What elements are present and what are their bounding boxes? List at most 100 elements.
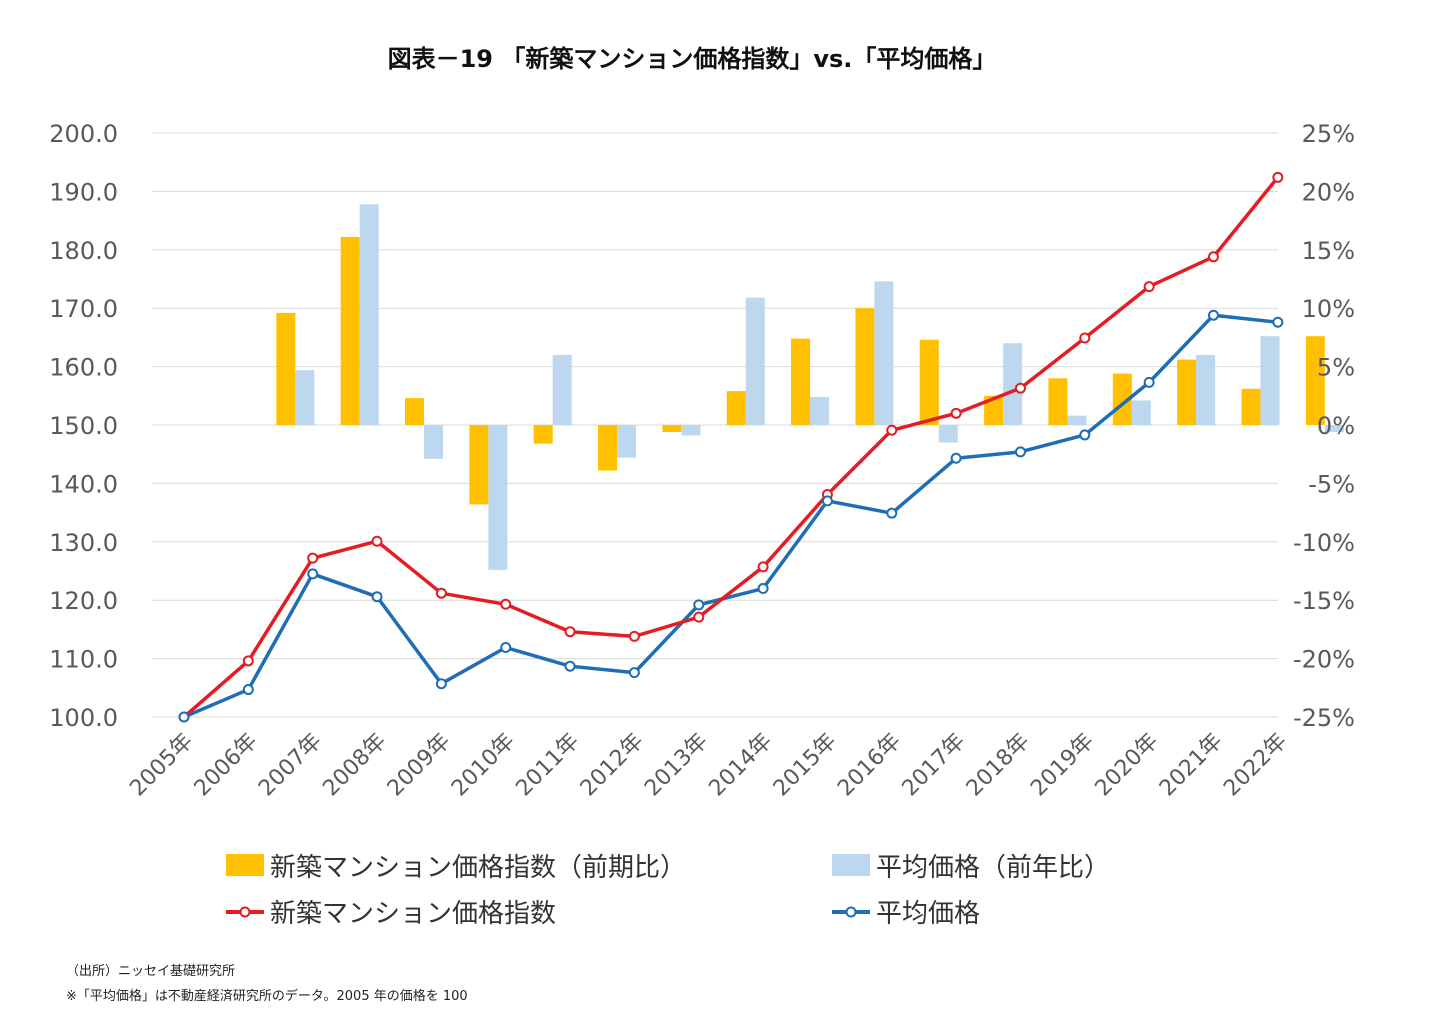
legend-label-bar-index: 新築マンション価格指数（前期比） [270, 853, 686, 883]
point-price [1272, 316, 1284, 328]
point-price [178, 711, 190, 723]
y-right-tick-label: 0% [1317, 412, 1355, 440]
x-tick-label: 2022年 [1219, 729, 1292, 802]
y-axis-right: -25% -20% -15% -10% -5% 0% 5% 10% 15% 20% 25% [1293, 120, 1355, 732]
point-price [1014, 446, 1026, 458]
x-axis: 2005年2006年2007年2008年2009年2010年2011年2012年… [125, 729, 1292, 802]
point-price [564, 660, 576, 672]
bar-price-change [488, 425, 508, 570]
bar-index-change [1305, 336, 1325, 425]
bar-price-change [745, 297, 765, 425]
x-tick-label: 2021年 [1155, 729, 1228, 802]
y-left-tick-label: 120.0 [49, 587, 118, 615]
bar-price-change [681, 425, 701, 436]
bar-series-group [276, 204, 1344, 570]
bar-price-change [617, 425, 637, 458]
bar-price-change [1196, 354, 1216, 425]
bar-price-change [424, 425, 444, 459]
line-index [182, 176, 1280, 719]
y-right-tick-label: -5% [1308, 470, 1355, 498]
x-tick-label: 2007年 [254, 729, 327, 802]
y-right-tick-label: 20% [1302, 178, 1355, 206]
y-right-tick-label: -20% [1293, 646, 1355, 674]
x-tick-label: 2005年 [125, 729, 198, 802]
point-price [500, 642, 512, 654]
point-price [371, 591, 383, 603]
x-tick-label: 2016年 [833, 729, 906, 802]
x-tick-label: 2008年 [318, 729, 391, 802]
y-right-tick-label: -15% [1293, 587, 1355, 615]
point-index [693, 611, 705, 623]
x-tick-label: 2018年 [962, 729, 1035, 802]
point-index [886, 424, 898, 436]
x-tick-label: 2015年 [769, 729, 842, 802]
y-left-tick-label: 190.0 [49, 178, 118, 206]
line-price [183, 313, 1279, 719]
point-index [371, 535, 383, 547]
point-index [757, 561, 769, 573]
legend-marker-line-index [239, 906, 251, 918]
y-right-tick-label: -10% [1293, 529, 1355, 557]
footnote: ※「平均価格」は不動産経済研究所のデータ。2005 年の価格を 100 [66, 988, 468, 1004]
bar-index-change [1177, 359, 1197, 425]
legend-swatch-bar-index [226, 854, 264, 876]
y-right-tick-label: 15% [1302, 237, 1355, 265]
bar-index-change [405, 398, 425, 425]
bar-index-change [919, 339, 939, 425]
point-price [435, 678, 447, 690]
x-tick-label: 2019年 [1026, 729, 1099, 802]
legend-swatch-bar-price [832, 854, 870, 876]
point-price [950, 452, 962, 464]
bar-index-change [1048, 378, 1068, 425]
bar-price-change [359, 204, 379, 425]
x-tick-label: 2009年 [383, 729, 456, 802]
bar-price-change [1003, 343, 1023, 425]
point-index [564, 626, 576, 638]
point-index [242, 655, 254, 667]
y-axis-left: 100.0 110.0 120.0 130.0 140.0 150.0 160.0 170.0… [49, 120, 118, 732]
point-index [950, 407, 962, 419]
bar-price-change [810, 396, 830, 425]
point-price [886, 507, 898, 519]
x-tick-label: 2017年 [898, 729, 971, 802]
gridlines [152, 132, 1278, 718]
y-left-tick-label: 200.0 [49, 120, 118, 148]
point-price [757, 583, 769, 595]
bar-index-change [726, 391, 746, 425]
x-tick-label: 2006年 [190, 729, 263, 802]
point-price [1207, 309, 1219, 321]
bar-index-change [598, 425, 618, 471]
line-series-group [178, 171, 1284, 723]
y-left-tick-label: 180.0 [49, 237, 118, 265]
y-right-tick-label: 5% [1317, 354, 1355, 382]
x-tick-label: 2012年 [576, 729, 649, 802]
chart-title: 図表－19 「新築マンション価格指数」vs.「平均価格」 [388, 45, 997, 73]
bar-index-change [340, 236, 360, 425]
y-left-tick-label: 160.0 [49, 354, 118, 382]
source-note: （出所）ニッセイ基礎研究所 [66, 964, 235, 979]
bar-price-change [1260, 336, 1280, 425]
y-left-tick-label: 150.0 [49, 412, 118, 440]
y-right-tick-label: -25% [1293, 704, 1355, 732]
y-left-tick-label: 130.0 [49, 529, 118, 557]
bar-price-change [1324, 425, 1344, 433]
point-index [1272, 171, 1284, 183]
bar-price-change [1131, 400, 1151, 425]
x-tick-label: 2011年 [511, 729, 584, 802]
point-price [821, 495, 833, 507]
y-right-tick-label: 10% [1302, 295, 1355, 323]
point-index [1207, 251, 1219, 263]
bar-index-change [1241, 388, 1261, 425]
bar-price-change [938, 425, 958, 443]
point-price [628, 667, 640, 679]
legend-label-bar-price: 平均価格（前年比） [876, 853, 1110, 883]
bar-price-change [874, 281, 894, 425]
bar-price-change [295, 370, 315, 425]
bar-index-change [1112, 373, 1132, 425]
legend: 新築マンション価格指数（前期比） 平均価格（前年比） 新築マンション価格指数 平… [226, 853, 1110, 929]
point-index [307, 552, 319, 564]
bar-index-change [984, 395, 1004, 425]
point-index [1079, 332, 1091, 344]
y-left-tick-label: 170.0 [49, 295, 118, 323]
